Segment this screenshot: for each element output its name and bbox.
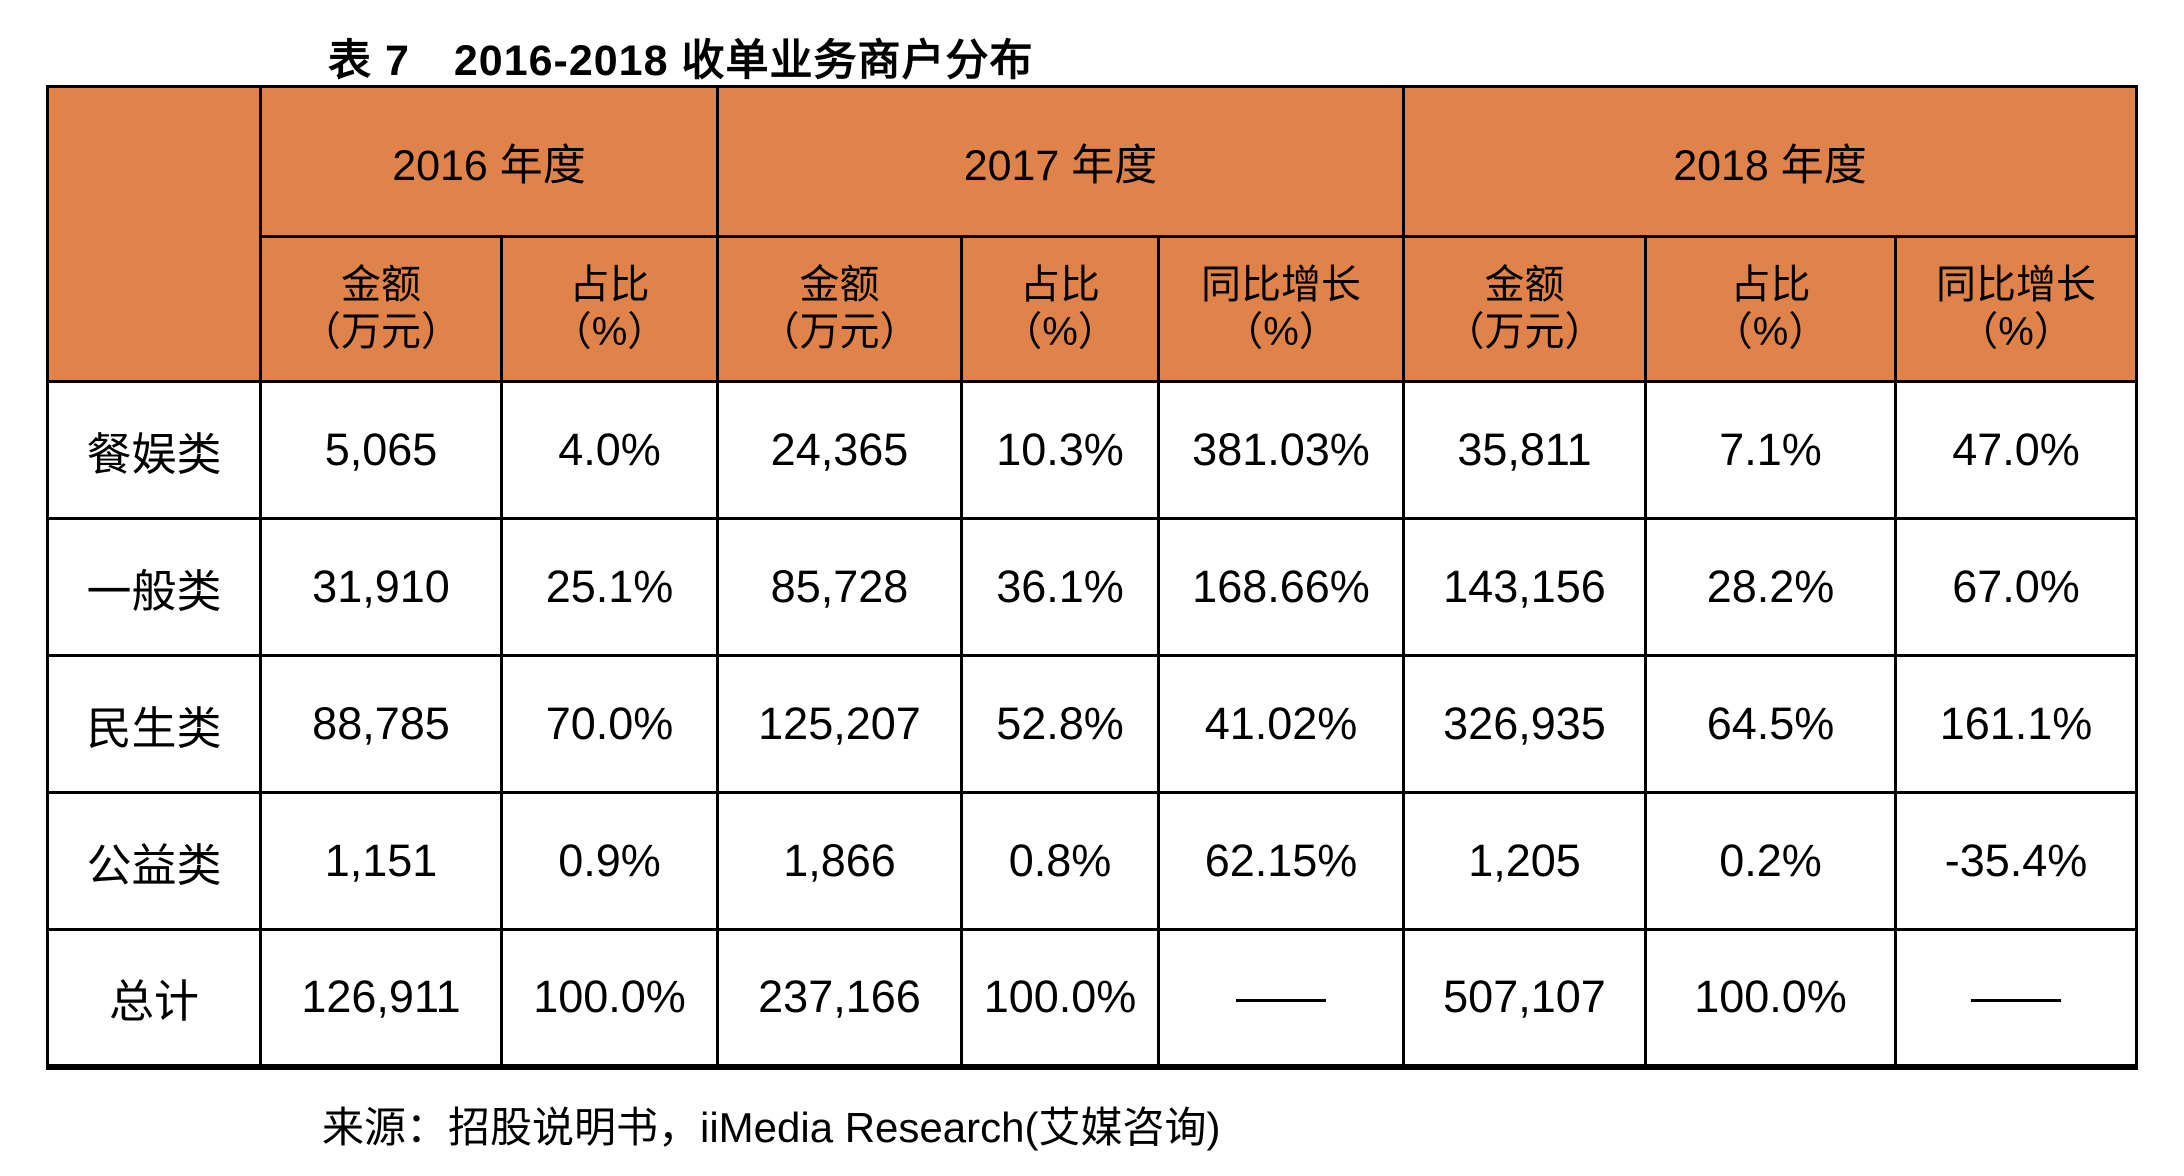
cell: 4.0% bbox=[500, 380, 719, 520]
year-header-2016: 2016 年度 bbox=[259, 85, 719, 238]
cell: -35.4% bbox=[1894, 791, 2138, 931]
cell: 85,728 bbox=[716, 517, 963, 657]
cell: 47.0% bbox=[1894, 380, 2138, 520]
subheader-line1: 金额 bbox=[341, 262, 421, 307]
subheader-amount-2016: 金额 （万元） bbox=[259, 235, 503, 383]
table-row: 餐娱类 5,065 4.0% 24,365 10.3% 381.03% 35,8… bbox=[46, 380, 2138, 520]
cell: —— bbox=[1894, 928, 2138, 1070]
subheader-line1: 同比增长 bbox=[1936, 262, 2096, 307]
subheader-amount-2018: 金额 （万元） bbox=[1402, 235, 1647, 383]
cell: 70.0% bbox=[500, 654, 719, 794]
source-note: 来源：招股说明书，iiMedia Research(艾媒咨询) bbox=[322, 1104, 1221, 1151]
corner-cell bbox=[46, 85, 262, 383]
table-row: 民生类 88,785 70.0% 125,207 52.8% 41.02% 32… bbox=[46, 654, 2138, 794]
subheader-line1: 金额 bbox=[1484, 262, 1565, 307]
subheader-yoy-2018: 同比增长 （%） bbox=[1894, 235, 2138, 383]
cell: 7.1% bbox=[1644, 380, 1897, 520]
year-header-row: 2016 年度 2017 年度 2018 年度 bbox=[46, 85, 2138, 383]
subheader-line2: （万元） bbox=[759, 310, 920, 354]
subheader-line1: 金额 bbox=[799, 262, 880, 307]
subheader-line1: 同比增长 bbox=[1201, 262, 1361, 307]
subheader-share-2018: 占比 （%） bbox=[1644, 235, 1897, 383]
row-label: 民生类 bbox=[46, 654, 262, 794]
cell: 1,866 bbox=[716, 791, 963, 931]
table-title: 表 7 2016-2018 收单业务商户分布 bbox=[328, 37, 1034, 85]
subheader-line2: （万元） bbox=[1444, 310, 1605, 354]
cell: 24,365 bbox=[716, 380, 963, 520]
sub-header-row: 金额 （万元） 占比 （%） 金额 （万元） 占比 （%） 同比增长 （%） bbox=[48, 235, 2138, 383]
cell: 143,156 bbox=[1402, 517, 1647, 657]
cell: 35,811 bbox=[1402, 380, 1647, 520]
subheader-line2: （%） bbox=[1002, 310, 1118, 354]
row-label: 餐娱类 bbox=[46, 380, 262, 520]
subheader-yoy-2017: 同比增长 （%） bbox=[1157, 235, 1405, 383]
subheader-amount-2017: 金额 （万元） bbox=[716, 235, 963, 383]
cell: 10.3% bbox=[960, 380, 1160, 520]
cell: 62.15% bbox=[1157, 791, 1405, 931]
subheader-share-2017: 占比 （%） bbox=[960, 235, 1160, 383]
cell: 0.8% bbox=[960, 791, 1160, 931]
row-label: 一般类 bbox=[46, 517, 262, 657]
year-header-2017: 2017 年度 bbox=[716, 85, 1405, 238]
subheader-line2: （%） bbox=[1958, 310, 2074, 354]
cell: 0.2% bbox=[1644, 791, 1897, 931]
cell: 100.0% bbox=[1644, 928, 1897, 1070]
cell: 52.8% bbox=[960, 654, 1160, 794]
subheader-share-2016: 占比 （%） bbox=[500, 235, 719, 383]
subheader-line2: （万元） bbox=[301, 310, 461, 354]
cell: 100.0% bbox=[500, 928, 719, 1070]
cell: 168.66% bbox=[1157, 517, 1405, 657]
cell: 41.02% bbox=[1157, 654, 1405, 794]
subheader-line1: 占比 bbox=[1730, 262, 1811, 307]
table-row: 一般类 31,910 25.1% 85,728 36.1% 168.66% 14… bbox=[46, 517, 2138, 657]
cell: —— bbox=[1157, 928, 1405, 1070]
cell: 31,910 bbox=[259, 517, 503, 657]
cell: 0.9% bbox=[500, 791, 719, 931]
subheader-line1: 占比 bbox=[569, 262, 650, 307]
cell: 1,205 bbox=[1402, 791, 1647, 931]
cell: 125,207 bbox=[716, 654, 963, 794]
cell: 67.0% bbox=[1894, 517, 2138, 657]
cell: 326,935 bbox=[1402, 654, 1647, 794]
cell: 381.03% bbox=[1157, 380, 1405, 520]
cell: 507,107 bbox=[1402, 928, 1647, 1070]
year-header-2018: 2018 年度 bbox=[1402, 85, 2138, 238]
subheader-line2: （%） bbox=[551, 310, 668, 354]
cell: 161.1% bbox=[1894, 654, 2138, 794]
cell: 100.0% bbox=[960, 928, 1160, 1070]
row-label: 总计 bbox=[46, 928, 262, 1070]
table-row-total: 总计 126,911 100.0% 237,166 100.0% —— 507,… bbox=[46, 928, 2138, 1070]
subheader-line2: （%） bbox=[1712, 310, 1829, 354]
cell: 5,065 bbox=[259, 380, 503, 520]
cell: 237,166 bbox=[716, 928, 963, 1070]
subheader-line2: （%） bbox=[1223, 310, 1339, 354]
subheader-line1: 占比 bbox=[1020, 262, 1100, 307]
cell: 126,911 bbox=[259, 928, 503, 1070]
cell: 64.5% bbox=[1644, 654, 1897, 794]
table-row: 公益类 1,151 0.9% 1,866 0.8% 62.15% 1,205 0… bbox=[46, 791, 2138, 931]
merchant-distribution-table: 2016 年度 2017 年度 2018 年度 金额 （万元） 占比 （%） 金… bbox=[46, 85, 2138, 1070]
cell: 36.1% bbox=[960, 517, 1160, 657]
cell: 88,785 bbox=[259, 654, 503, 794]
cell: 28.2% bbox=[1644, 517, 1897, 657]
cell: 1,151 bbox=[259, 791, 503, 931]
cell: 25.1% bbox=[500, 517, 719, 657]
row-label: 公益类 bbox=[46, 791, 262, 931]
